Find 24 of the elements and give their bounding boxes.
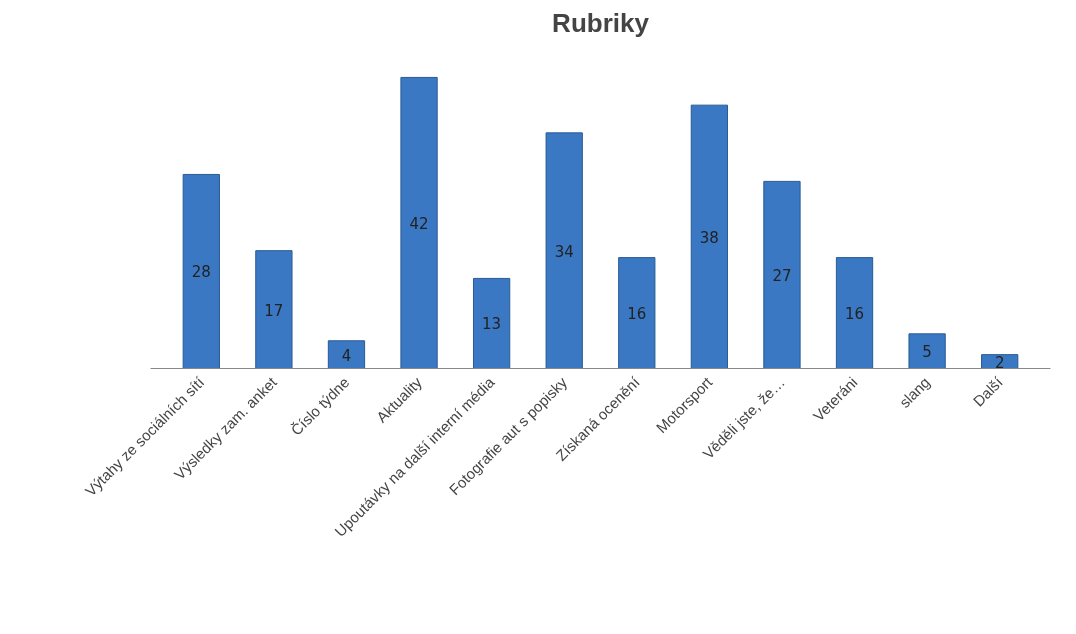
bar — [763, 180, 801, 369]
data-label: 16 — [844, 305, 865, 324]
data-label: 2 — [994, 353, 1005, 372]
data-label: 16 — [627, 305, 647, 324]
bar — [327, 340, 366, 369]
data-label: 17 — [264, 301, 284, 320]
bar — [618, 257, 656, 369]
data-label: 38 — [699, 228, 719, 247]
bar — [400, 76, 438, 369]
bar — [835, 257, 874, 369]
data-label: 5 — [922, 343, 932, 362]
data-label: 4 — [341, 346, 352, 365]
bar — [690, 104, 729, 369]
chart-title: Rubriky — [552, 7, 650, 38]
bar — [545, 132, 583, 369]
data-label: 34 — [554, 242, 574, 261]
data-label: 13 — [482, 315, 502, 334]
bar — [908, 333, 946, 369]
bar — [182, 173, 220, 369]
data-label: 28 — [191, 263, 211, 282]
bar — [472, 277, 511, 369]
data-label: 27 — [772, 266, 792, 285]
data-label: 42 — [409, 214, 429, 233]
bar — [255, 250, 293, 369]
